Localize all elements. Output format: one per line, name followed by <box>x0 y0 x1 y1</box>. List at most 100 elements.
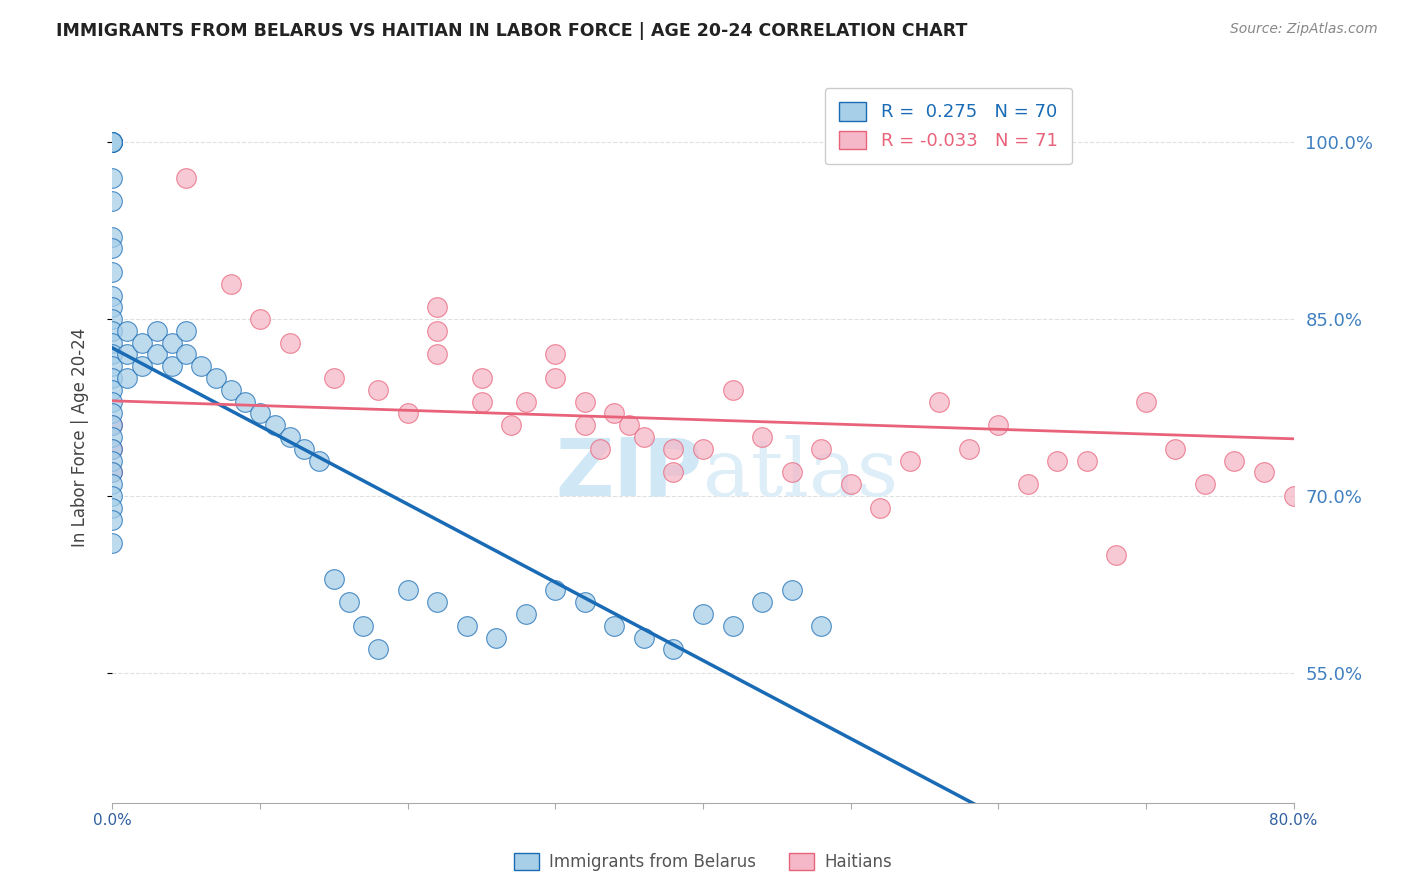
Point <box>544 371 567 385</box>
Point <box>101 347 124 361</box>
Point <box>603 619 626 633</box>
Point <box>751 430 773 444</box>
Text: Source: ZipAtlas.com: Source: ZipAtlas.com <box>1230 22 1378 37</box>
Point <box>1400 442 1406 456</box>
Point <box>249 407 271 421</box>
Point <box>101 335 124 350</box>
Point <box>219 277 242 291</box>
Point <box>839 477 862 491</box>
Point <box>1282 489 1305 503</box>
Point <box>662 442 685 456</box>
Point <box>101 407 124 421</box>
Point <box>205 371 228 385</box>
Point <box>780 583 803 598</box>
Text: ZIP: ZIP <box>555 434 703 513</box>
Legend: R =  0.275   N = 70, R = -0.033   N = 71: R = 0.275 N = 70, R = -0.033 N = 71 <box>824 87 1071 164</box>
Point <box>633 631 655 645</box>
Point <box>323 371 346 385</box>
Point <box>101 135 124 149</box>
Point <box>101 430 124 444</box>
Point <box>174 347 197 361</box>
Point <box>692 607 714 621</box>
Point <box>101 466 124 480</box>
Point <box>869 500 891 515</box>
Point <box>1194 477 1216 491</box>
Point <box>574 418 596 433</box>
Point <box>957 442 980 456</box>
Point <box>101 466 124 480</box>
Point <box>101 288 124 302</box>
Point <box>292 442 315 456</box>
Point <box>633 430 655 444</box>
Point <box>264 418 287 433</box>
Point <box>219 383 242 397</box>
Point <box>117 371 138 385</box>
Point <box>471 371 494 385</box>
Point <box>1371 442 1393 456</box>
Point <box>101 241 124 255</box>
Point <box>101 194 124 208</box>
Text: atlas: atlas <box>703 434 898 513</box>
Point <box>278 430 301 444</box>
Point <box>1017 477 1039 491</box>
Point <box>146 324 169 338</box>
Point <box>117 324 138 338</box>
Point <box>662 642 685 657</box>
Point <box>101 265 124 279</box>
Point <box>352 619 374 633</box>
Point <box>574 394 596 409</box>
Point <box>751 595 773 609</box>
Point <box>131 335 153 350</box>
Point <box>101 135 124 149</box>
Point <box>101 301 124 315</box>
Point <box>101 359 124 374</box>
Point <box>721 619 744 633</box>
Point <box>101 453 124 467</box>
Text: IMMIGRANTS FROM BELARUS VS HAITIAN IN LABOR FORCE | AGE 20-24 CORRELATION CHART: IMMIGRANTS FROM BELARUS VS HAITIAN IN LA… <box>56 22 967 40</box>
Point <box>233 394 256 409</box>
Point <box>101 383 124 397</box>
Point <box>367 383 389 397</box>
Point <box>588 442 610 456</box>
Point <box>426 301 449 315</box>
Point <box>485 631 508 645</box>
Point <box>515 394 537 409</box>
Point <box>574 595 596 609</box>
Point <box>780 466 803 480</box>
Point <box>471 394 494 409</box>
Point <box>131 359 153 374</box>
Point <box>515 607 537 621</box>
Point <box>1105 548 1128 562</box>
Point <box>323 572 346 586</box>
Point <box>456 619 478 633</box>
Point <box>1076 453 1098 467</box>
Point <box>101 135 124 149</box>
Point <box>692 442 714 456</box>
Point <box>117 347 138 361</box>
Point <box>1253 466 1275 480</box>
Point <box>249 312 271 326</box>
Point <box>174 170 197 185</box>
Point <box>101 500 124 515</box>
Point <box>160 359 183 374</box>
Point <box>101 324 124 338</box>
Point <box>810 442 832 456</box>
Point <box>146 347 169 361</box>
Point <box>308 453 330 467</box>
Point <box>662 466 685 480</box>
Point <box>101 371 124 385</box>
Point <box>396 583 419 598</box>
Point <box>160 335 183 350</box>
Point <box>426 347 449 361</box>
Point <box>1341 548 1364 562</box>
Point <box>544 583 567 598</box>
Point <box>174 324 197 338</box>
Point <box>101 536 124 550</box>
Legend: Immigrants from Belarus, Haitians: Immigrants from Belarus, Haitians <box>506 845 900 880</box>
Point <box>1223 453 1246 467</box>
Point <box>426 324 449 338</box>
Point <box>396 407 419 421</box>
Point <box>1046 453 1069 467</box>
Point <box>898 453 921 467</box>
Point <box>426 595 449 609</box>
